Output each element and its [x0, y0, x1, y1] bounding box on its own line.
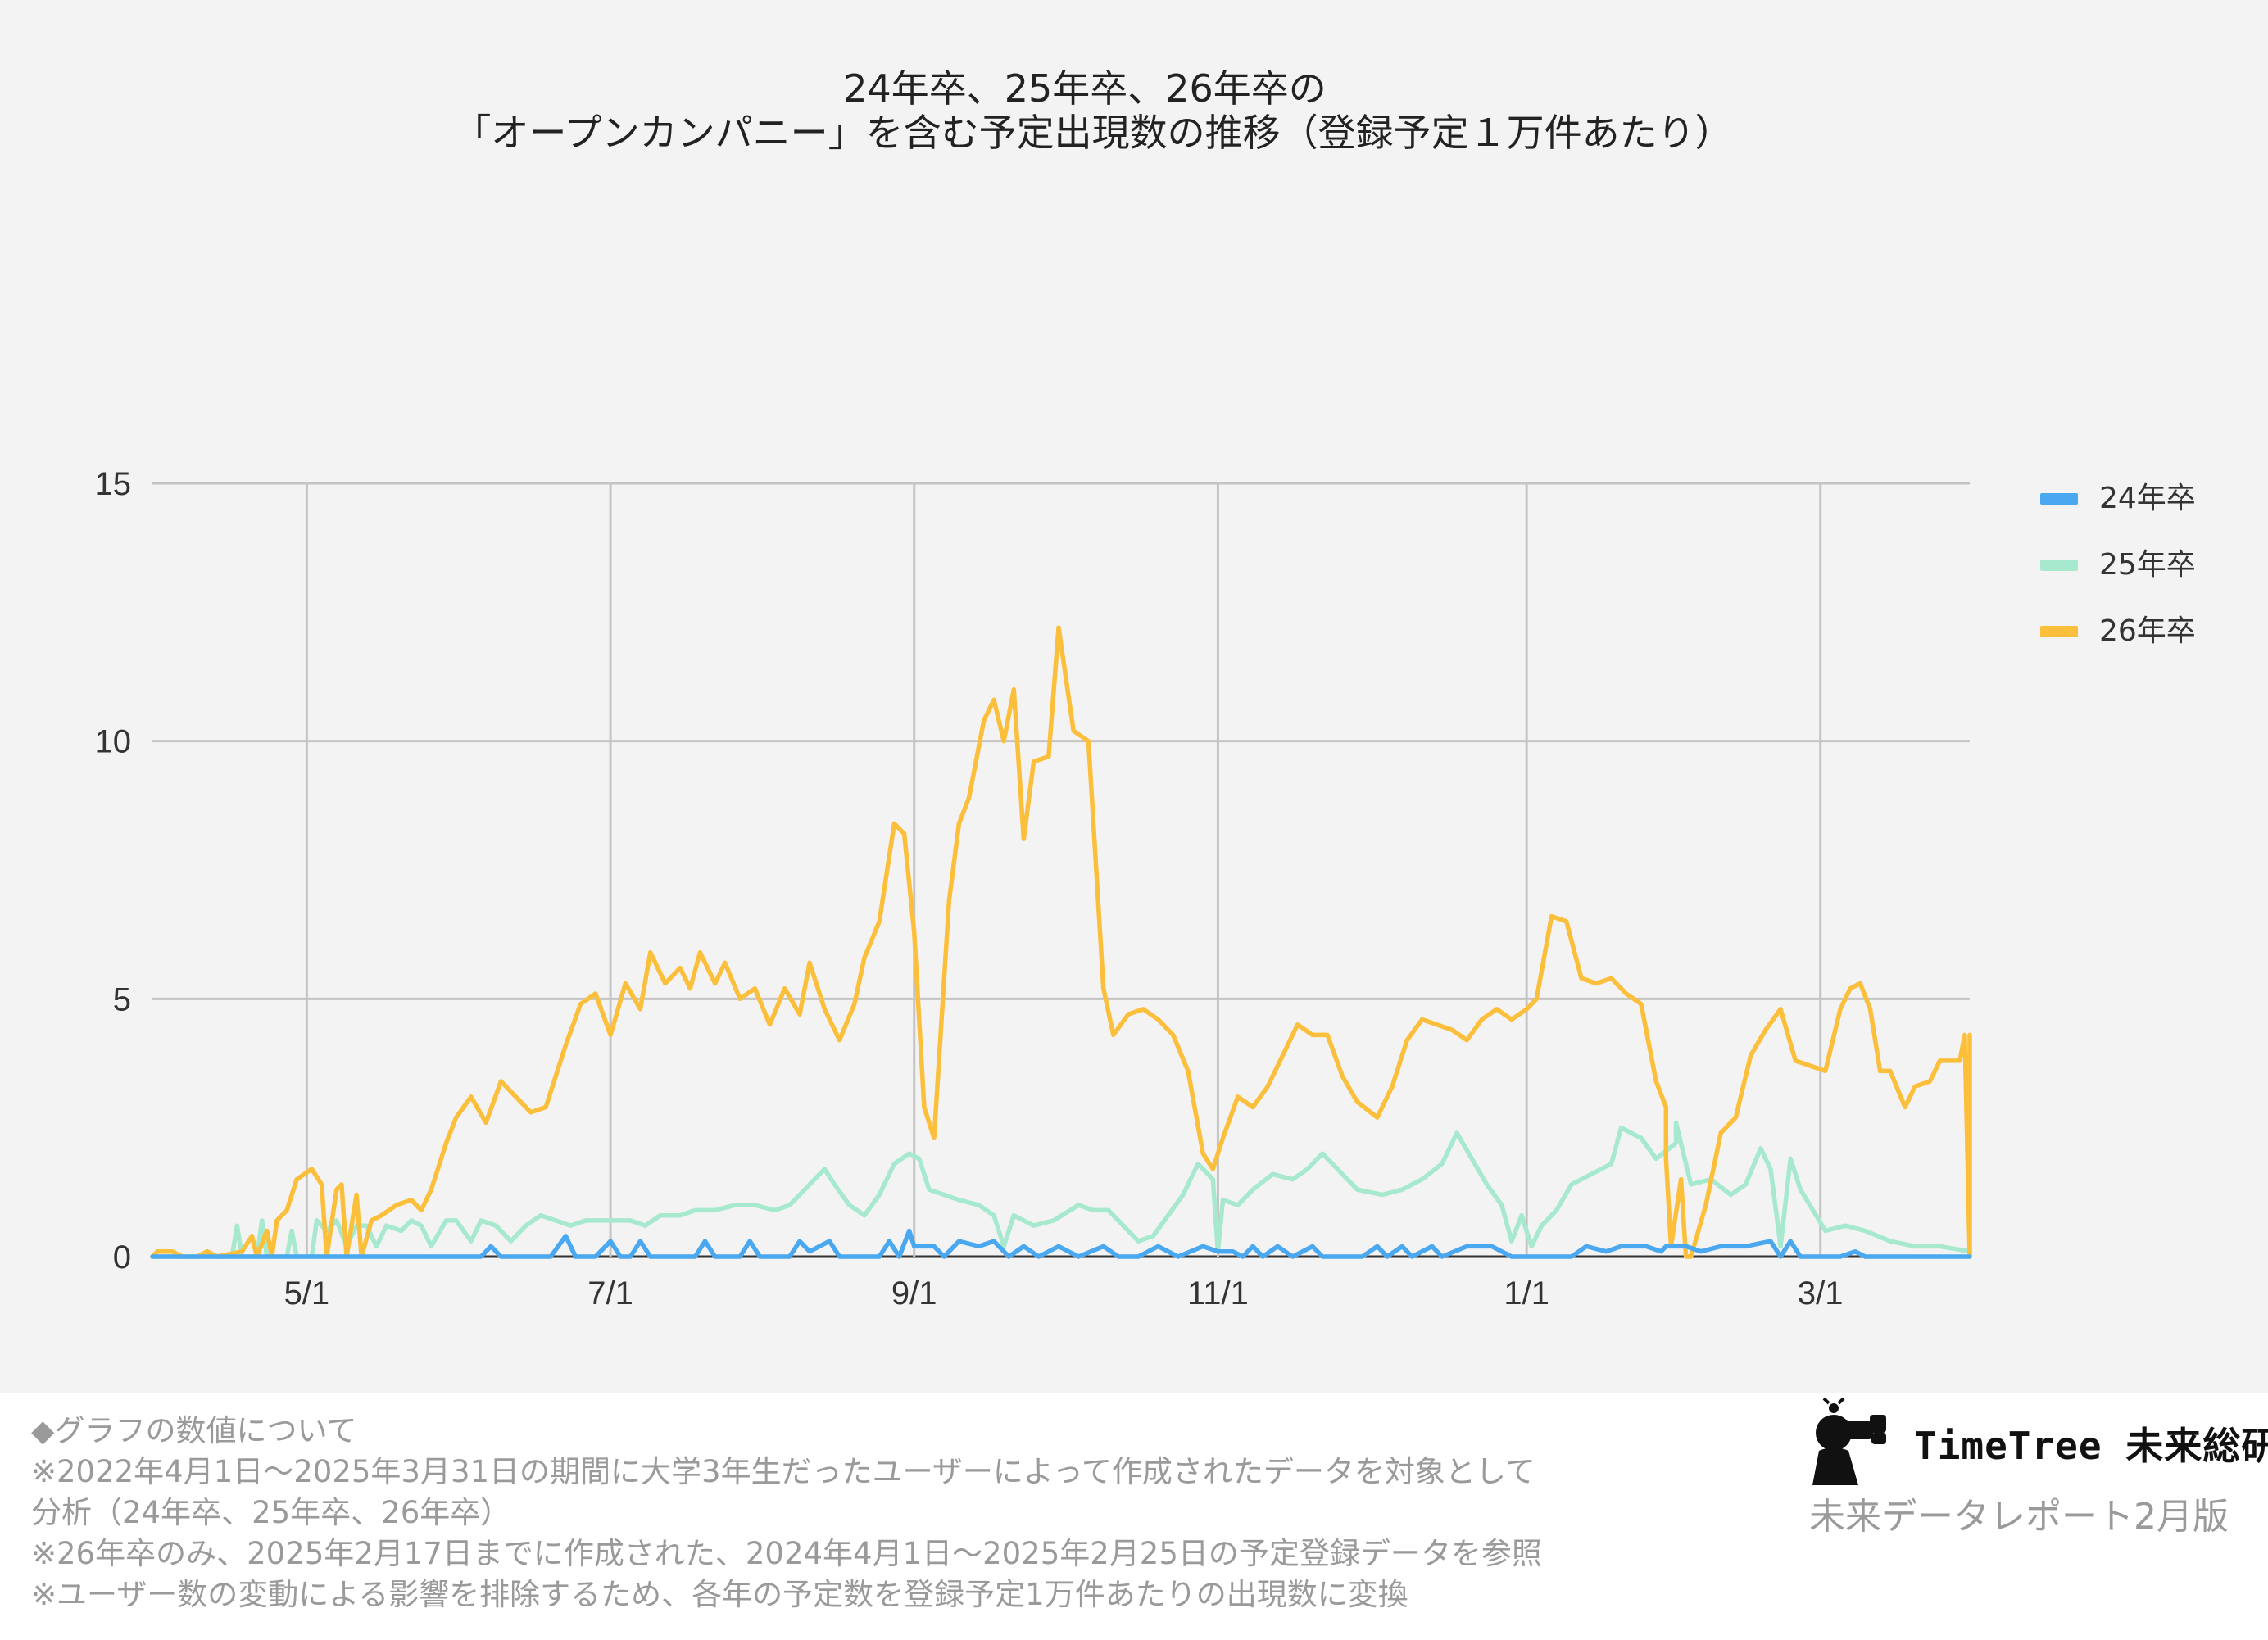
series-lines [150, 625, 1972, 1259]
chart-subtitle: 「オープンカンパニー」を含む予定出現数の推移（登録予定１万件あたり） [453, 111, 1733, 155]
brand-subtitle: 未来データレポート2月版 [1809, 1496, 2229, 1538]
line-chart: 0 5 10 15 5/1 7/1 9/1 11/1 1/1 3/1 24年卒 25年卒 26年卒 [95, 466, 2196, 1312]
legend-swatch [2040, 626, 2078, 637]
x-tick-label: 1/1 [1504, 1275, 1549, 1312]
data-notes: ◆グラフの数値について ※2022年4月1日〜2025年3月31日の期間に大学3… [31, 1411, 1752, 1615]
axes: 0 5 10 15 5/1 7/1 9/1 11/1 1/1 3/1 [95, 466, 1844, 1312]
x-tick-label: 7/1 [587, 1275, 633, 1312]
x-tick-label: 11/1 [1187, 1275, 1249, 1312]
legend: 24年卒 25年卒 26年卒 [2040, 482, 2196, 648]
series-line [150, 1228, 1972, 1259]
legend-label: 24年卒 [2099, 482, 2196, 515]
brand-name: TimeTree 未来総研 [1914, 1424, 2268, 1468]
x-tick-label: 5/1 [284, 1275, 330, 1312]
x-tick-label: 3/1 [1798, 1275, 1844, 1312]
y-tick-label: 5 [113, 981, 131, 1017]
grid [152, 482, 1970, 1258]
y-tick-label: 10 [95, 724, 132, 760]
x-tick-label: 9/1 [891, 1275, 937, 1312]
legend-label: 26年卒 [2099, 614, 2196, 648]
brand-block: TimeTree 未来総研 未来データレポート2月版 [1801, 1397, 2268, 1538]
person-with-binoculars-icon [1812, 1397, 1886, 1485]
notes-line: 分析（24年卒、25年卒、26年卒） [31, 1495, 511, 1530]
y-tick-label: 15 [95, 466, 132, 502]
legend-label: 25年卒 [2099, 548, 2196, 582]
chart-panel: 24年卒、25年卒、26年卒の 「オープンカンパニー」を含む予定出現数の推移（登… [0, 0, 2268, 1393]
notes-heading: ◆グラフの数値について [31, 1413, 357, 1448]
notes-line: ※ユーザー数の変動による影響を排除するため、各年の予定数を登録予定1万件あたりの… [31, 1577, 1408, 1612]
chart-title: 24年卒、25年卒、26年卒の [843, 66, 1327, 111]
legend-swatch [2040, 560, 2078, 571]
notes-line: ※26年卒のみ、2025年2月17日までに作成された、2024年4月1日〜202… [31, 1536, 1542, 1571]
series-line [150, 1120, 1972, 1259]
legend-swatch [2040, 493, 2078, 505]
series-line [150, 625, 1972, 1259]
y-tick-label: 0 [113, 1239, 131, 1275]
notes-line: ※2022年4月1日〜2025年3月31日の期間に大学3年生だったユーザーによっ… [31, 1454, 1535, 1489]
